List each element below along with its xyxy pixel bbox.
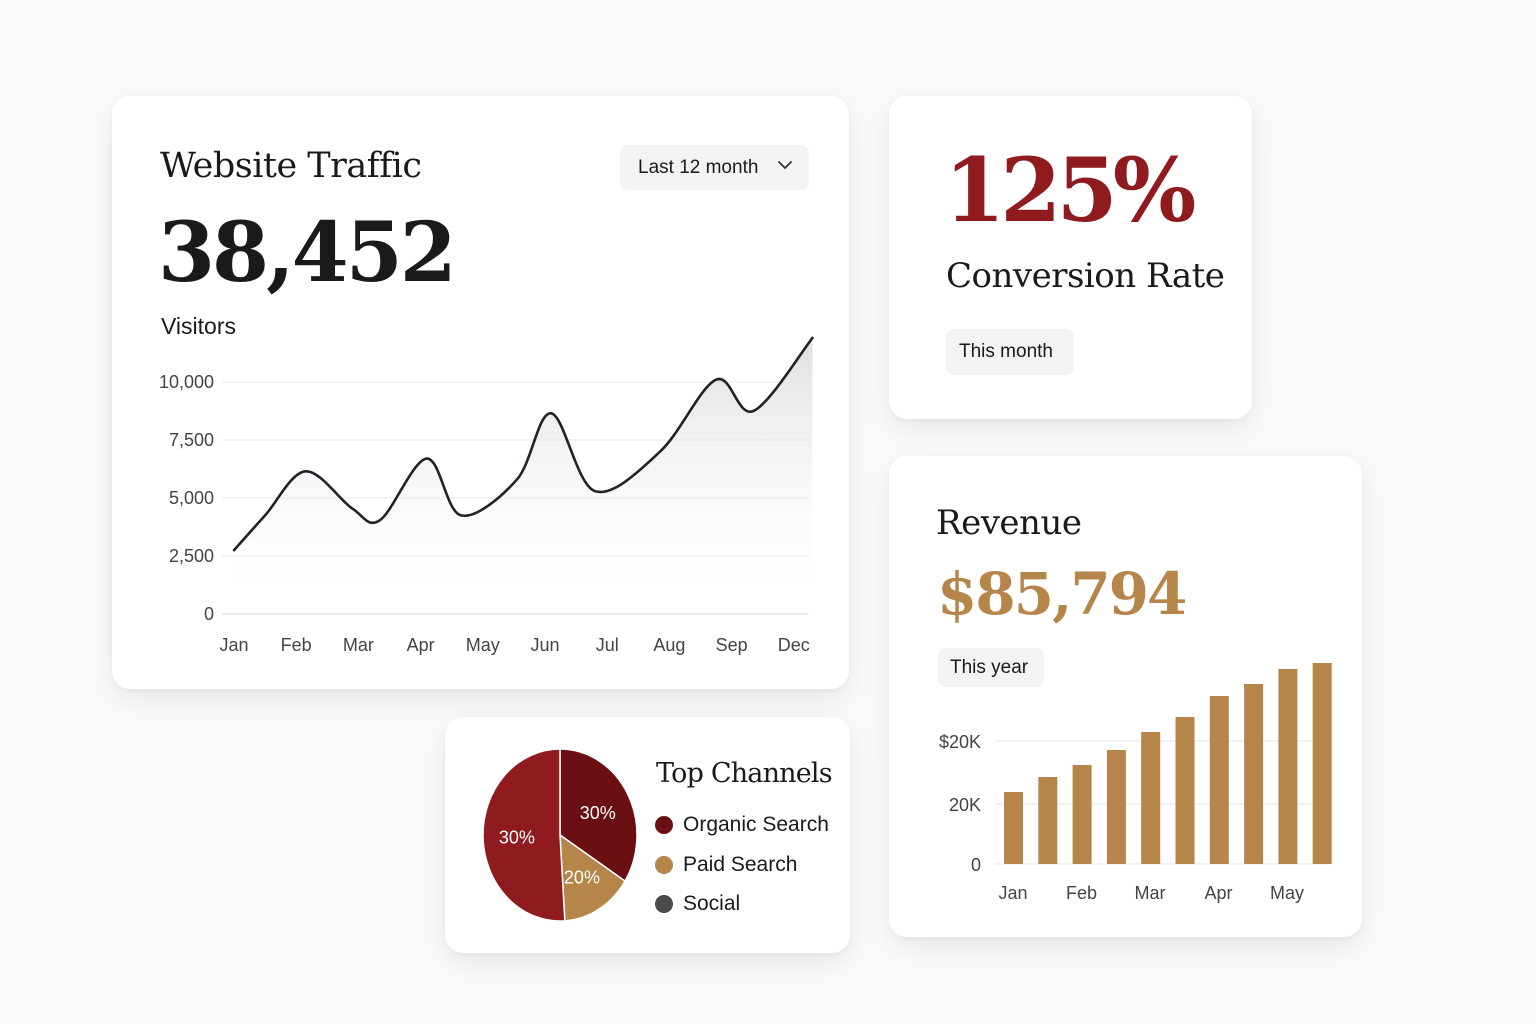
y-tick-label: 5,000 [169, 488, 214, 508]
legend-label: Organic Search [683, 813, 829, 836]
revenue-period-badge: This year [938, 648, 1044, 687]
x-tick-label: Dec [778, 635, 810, 655]
y-tick-label: 20K [949, 795, 981, 815]
chevron-down-icon [778, 161, 792, 169]
legend-dot [655, 895, 673, 913]
pie-slice [559, 833, 627, 922]
x-tick-label: May [466, 635, 500, 655]
x-tick-label: Feb [281, 635, 312, 655]
revenue-bar [1209, 696, 1229, 864]
legend-label: Paid Search [683, 853, 798, 876]
traffic-line [232, 336, 814, 552]
revenue-value: $85,794 [937, 560, 1187, 628]
traffic-label: Visitors [161, 313, 236, 339]
x-tick-label: May [1270, 883, 1304, 903]
revenue-card: 0 20K $20K Jan Feb Mar Apr May Revenue $85,794 … [889, 456, 1362, 937]
traffic-value: 38,452 [158, 205, 457, 301]
x-tick-label: Aug [653, 635, 685, 655]
legend-item-paid-search: Paid Search [655, 852, 797, 878]
website-traffic-card: 0 2,500 5,000 7,500 10,000 Jan Feb Mar Apr May Jun… [112, 96, 849, 689]
pie-slice [482, 748, 566, 922]
legend-item-social: Social [655, 891, 740, 917]
revenue-bar [1278, 669, 1298, 864]
legend-dot [655, 816, 673, 834]
top-channels-card: 30% 20% 30% Top Channels Organic Search Pa… [445, 717, 850, 953]
conversion-label: Conversion Rate [946, 256, 1225, 296]
range-select[interactable]: Last 12 month [620, 145, 809, 190]
x-tick-label: Apr [1204, 883, 1232, 903]
pie-slice-label: 20% [564, 867, 600, 887]
legend-label: Social [683, 892, 741, 915]
traffic-line-chart: 0 2,500 5,000 7,500 10,000 Jan Feb Mar Apr May Jun… [159, 336, 814, 655]
revenue-period-label: This year [950, 656, 1029, 678]
revenue-bar-chart: 0 20K $20K Jan Feb Mar Apr May [939, 663, 1332, 903]
x-tick-label: Jun [530, 635, 559, 655]
y-tick-label: 2,500 [169, 546, 214, 566]
x-tick-label: Jul [596, 635, 619, 655]
conversion-period-badge: This month [946, 329, 1074, 375]
x-tick-label: Sep [716, 635, 748, 655]
x-tick-label: Mar [1135, 883, 1166, 903]
revenue-bar [1244, 684, 1264, 864]
x-tick-label: Apr [407, 635, 435, 655]
conversion-rate-card: 125% Conversion Rate This month [889, 96, 1252, 419]
x-tick-label: Jan [219, 635, 248, 655]
revenue-bar [1004, 792, 1023, 864]
revenue-bar [1106, 750, 1126, 864]
legend-dot [655, 856, 673, 874]
revenue-bar [1072, 765, 1092, 864]
channels-pie-chart: 30% 20% 30% [482, 748, 638, 922]
y-tick-label: 0 [971, 855, 981, 875]
x-tick-label: Feb [1066, 883, 1097, 903]
revenue-bar [1038, 777, 1058, 864]
y-tick-label: 10,000 [159, 372, 214, 392]
pie-slice-label: 30% [499, 828, 535, 848]
traffic-area [234, 337, 813, 614]
legend-item-organic-search: Organic Search [655, 812, 829, 838]
revenue-bar [1175, 717, 1195, 864]
y-tick-label: $20K [939, 732, 981, 752]
revenue-bar [1141, 732, 1161, 864]
conversion-period-label: This month [959, 341, 1053, 362]
traffic-title: Website Traffic [160, 146, 422, 186]
pie-slice-label: 30% [580, 803, 616, 823]
channels-title: Top Channels [656, 758, 833, 789]
revenue-bar [1312, 663, 1332, 864]
x-tick-label: Jan [998, 883, 1027, 903]
conversion-value: 125% [944, 138, 1196, 242]
range-select-value: Last 12 month [638, 156, 759, 178]
revenue-title: Revenue [936, 503, 1082, 543]
y-tick-label: 0 [204, 604, 214, 624]
x-tick-label: Mar [343, 635, 374, 655]
y-tick-label: 7,500 [169, 430, 214, 450]
